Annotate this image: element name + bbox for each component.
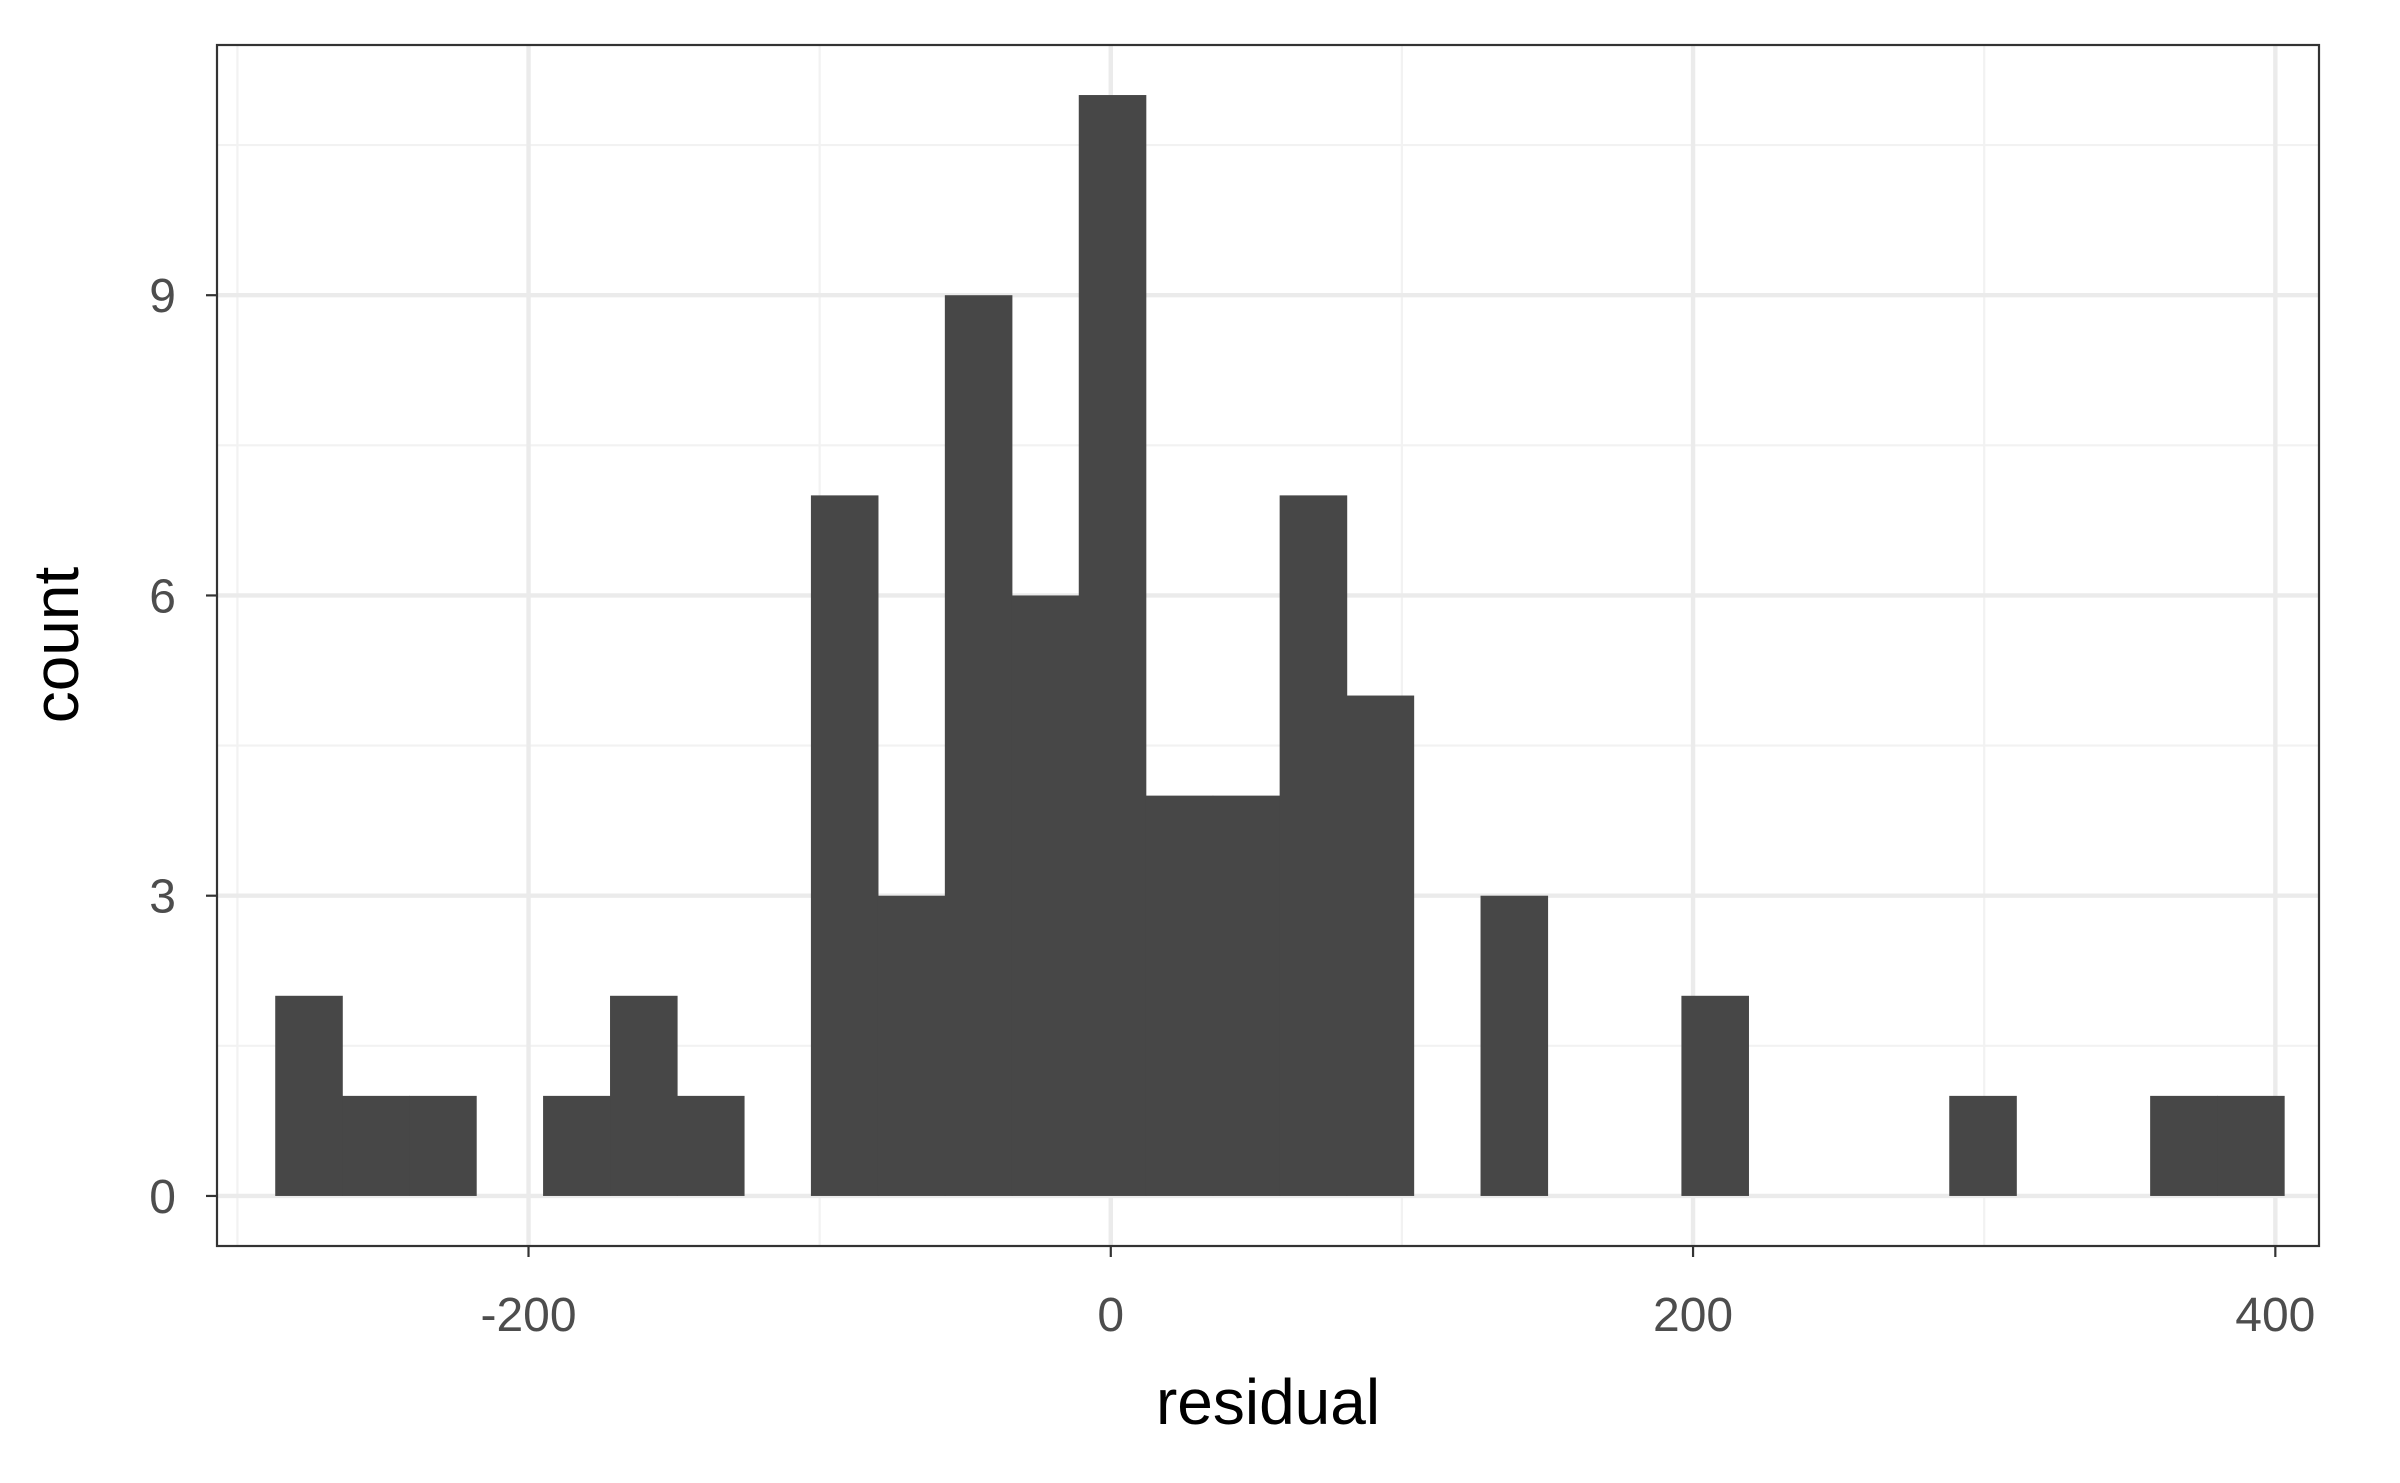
plot-panel (215, 43, 2321, 1248)
x-tick-label: 0 (1097, 1289, 1124, 1342)
histogram-bars (275, 95, 2285, 1196)
histogram-bar (1279, 495, 1348, 1196)
y-tick-label: 0 (149, 1171, 176, 1224)
histogram-bar (1480, 895, 1549, 1196)
histogram-bar (1078, 95, 1147, 1196)
histogram-bar (543, 1095, 611, 1196)
histogram-bar (676, 1095, 745, 1196)
y-tick-label: 6 (149, 570, 176, 623)
x-axis-title: residual (1156, 1366, 1380, 1438)
histogram-bar (610, 995, 678, 1196)
histogram-bar (1011, 595, 1080, 1196)
histogram-bar (2150, 1095, 2218, 1196)
x-axis: -200 0 200 400 (480, 1246, 2315, 1342)
y-axis: 0 3 6 9 (149, 270, 217, 1224)
histogram-bar (1346, 695, 1415, 1196)
y-tick-label: 9 (149, 270, 176, 323)
histogram-bar (877, 895, 946, 1196)
histogram-bar (944, 295, 1013, 1196)
y-axis-title: count (20, 567, 92, 724)
x-tick-label: -200 (480, 1289, 576, 1342)
histogram-bar (1212, 795, 1281, 1196)
histogram-bar (2217, 1095, 2285, 1196)
histogram-bar (1949, 1095, 2017, 1196)
histogram-bar (1145, 795, 1214, 1196)
x-tick-label: 200 (1653, 1289, 1733, 1342)
histogram-bar (275, 995, 343, 1196)
histogram-bar (810, 495, 879, 1196)
histogram-bar (342, 1095, 410, 1196)
panel-border (215, 43, 2321, 1248)
histogram-bar (1681, 995, 1749, 1196)
x-tick-label: 400 (2235, 1289, 2315, 1342)
minor-gridlines (217, 45, 2319, 1246)
histogram-bar (409, 1095, 477, 1196)
y-tick-label: 3 (149, 871, 176, 924)
